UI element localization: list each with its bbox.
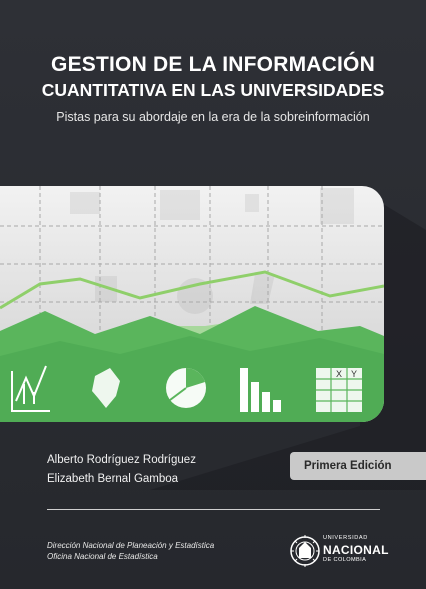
author-1: Alberto Rodríguez Rodríguez xyxy=(47,454,196,466)
logo-line-3: DE COLOMBIA xyxy=(323,556,367,563)
table-icon: X Y xyxy=(316,368,362,412)
bar-chart-icon xyxy=(240,368,281,412)
title-line-1: GESTION DE LA INFORMACIÓN xyxy=(51,53,375,76)
university-logo-text: UNIVERSIDAD NACIONAL DE COLOMBIA xyxy=(323,535,389,563)
line-chart-icon xyxy=(11,365,50,412)
office-line-2: Oficina Nacional de Estadística xyxy=(47,551,158,561)
table-header-y: Y xyxy=(351,369,357,379)
cover-title: GESTION DE LA INFORMACIÓN CUANTITATIVA E… xyxy=(0,52,426,101)
office-line-1: Dirección Nacional de Planeación y Estad… xyxy=(47,541,215,550)
author-2: Elizabeth Bernal Gamboa xyxy=(47,473,179,485)
cover-subtitle: Pistas para su abordaje en la era de la … xyxy=(56,110,370,124)
pie-chart-icon xyxy=(166,368,206,408)
map-icon xyxy=(92,368,120,408)
illustration-graphic: X Y xyxy=(0,186,384,422)
title-line-2: CUANTITATIVA EN LAS UNIVERSIDADES xyxy=(41,80,385,101)
table-header-x: X xyxy=(336,369,342,379)
office-credit: Dirección Nacional de Planeación y Estad… xyxy=(47,541,214,562)
illustration-panel: X Y xyxy=(0,186,384,422)
university-seal-icon xyxy=(290,535,320,567)
logo-line-1: UNIVERSIDAD xyxy=(323,535,368,541)
authors: Alberto Rodríguez Rodríguez Elizabeth Be… xyxy=(47,451,196,489)
logo-line-2: NACIONAL xyxy=(323,542,389,557)
divider xyxy=(47,509,380,510)
edition-badge: Primera Edición xyxy=(290,452,426,480)
